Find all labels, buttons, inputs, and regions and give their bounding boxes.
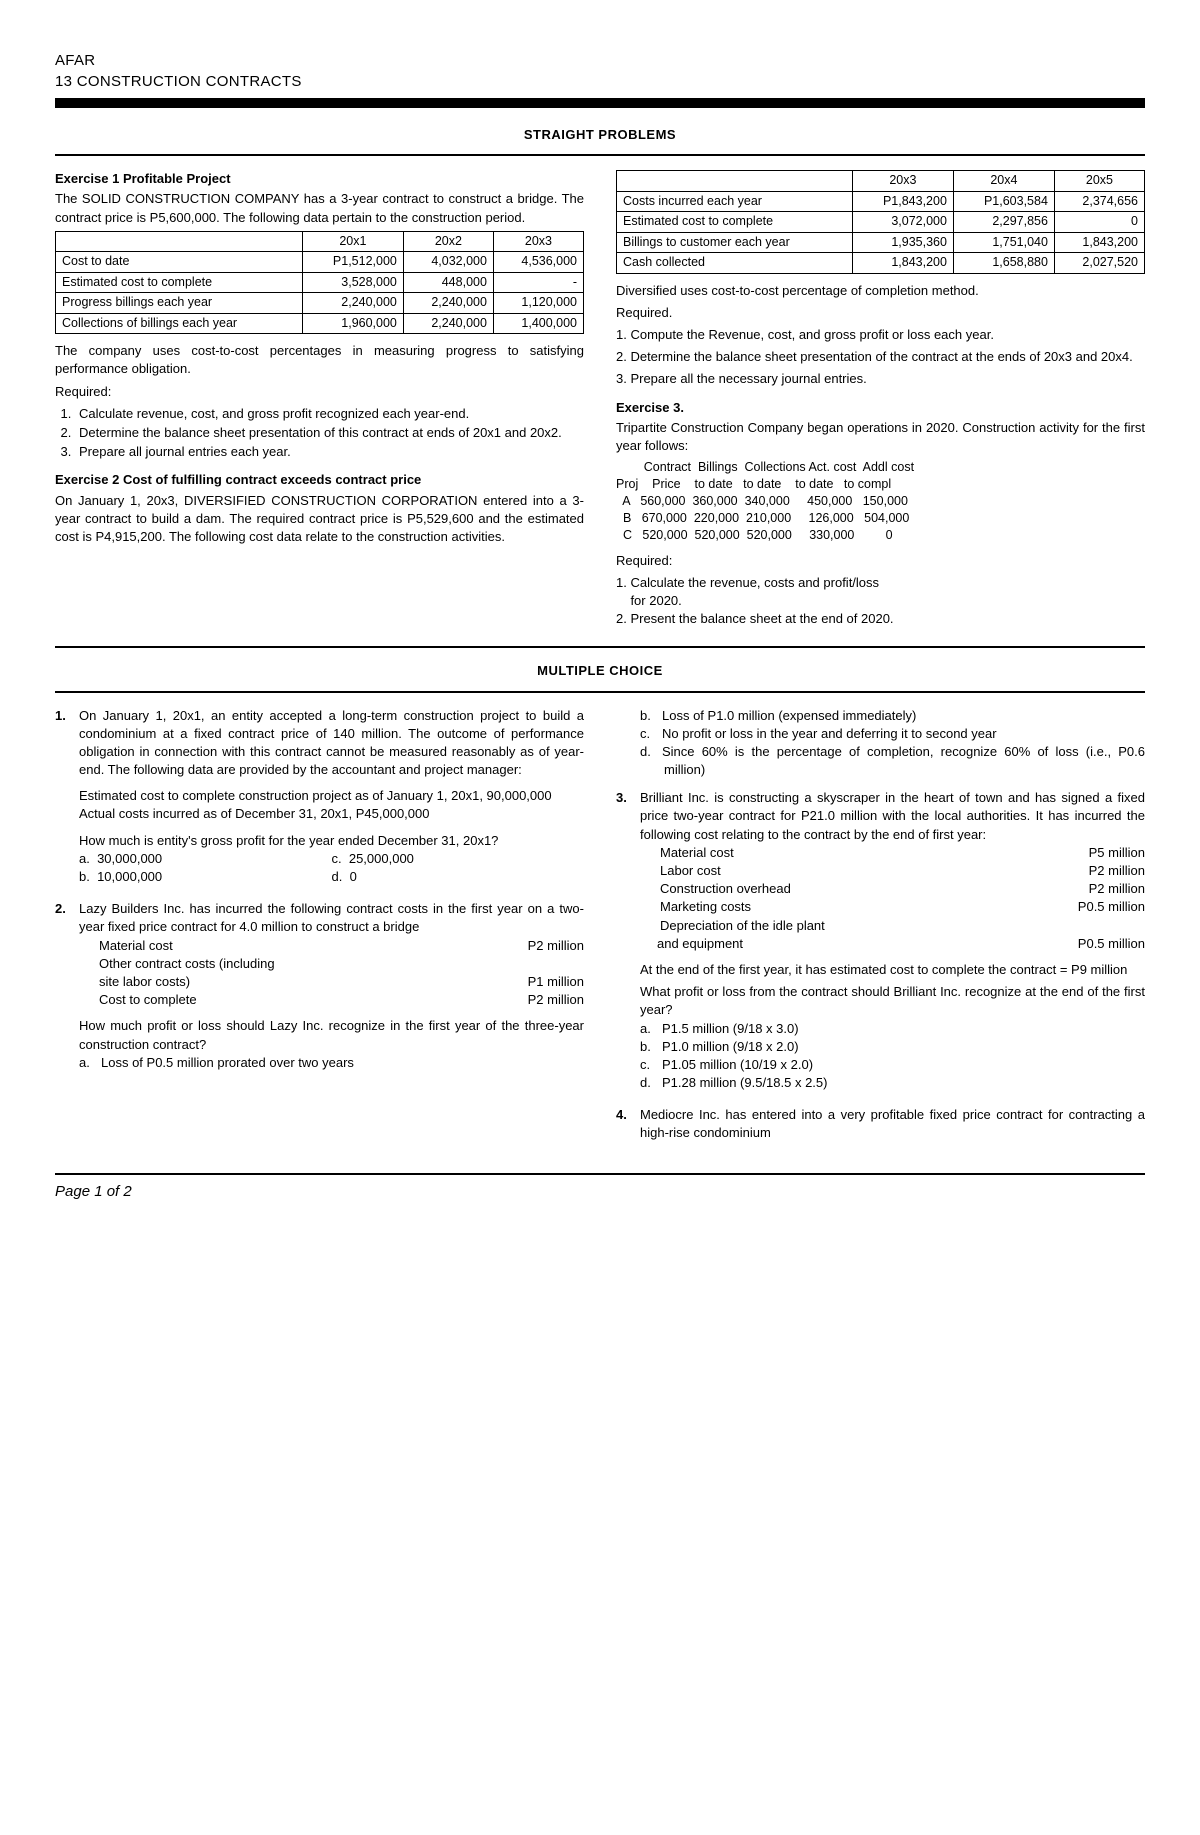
ex3-req-1: 1. Calculate the revenue, costs and prof… xyxy=(616,574,1145,592)
ex2-r0-label: Costs incurred each year xyxy=(617,191,853,212)
mc-q1-text: On January 1, 20x1, an entity accepted a… xyxy=(79,708,584,778)
mc-q4-text: Mediocre Inc. has entered into a very pr… xyxy=(640,1107,1145,1140)
ex1-req-2: Determine the balance sheet presentation… xyxy=(75,424,584,442)
ex2-r1-label: Estimated cost to complete xyxy=(617,212,853,233)
mc-q3-bullets: Material costP5 million Labor costP2 mil… xyxy=(660,844,1145,953)
ex1-req-3: Prepare all journal entries each year. xyxy=(75,443,584,461)
ex2-req-1: 1. Compute the Revenue, cost, and gross … xyxy=(616,326,1145,344)
ex1-intro: The SOLID CONSTRUCTION COMPANY has a 3-y… xyxy=(55,190,584,226)
mc-q1-opts: a. 30,000,000 c. 25,000,000 b. 10,000,00… xyxy=(79,850,584,886)
mc-q3-text: Brilliant Inc. is constructing a skyscra… xyxy=(640,790,1145,841)
ex2-col-1: 20x3 xyxy=(852,171,953,192)
ex1-req-label: Required: xyxy=(55,383,584,401)
section-title-mc: MULTIPLE CHOICE xyxy=(55,662,1145,680)
exercise-2-intro: Exercise 2 Cost of fulfilling contract e… xyxy=(55,471,584,546)
ex1-note: The company uses cost-to-cost percentage… xyxy=(55,342,584,378)
mc-q2-opts: Loss of P0.5 million prorated over two y… xyxy=(79,1054,584,1072)
mc-q1-q: How much is entity's gross profit for th… xyxy=(79,832,584,850)
ex2-req-3: 3. Prepare all the necessary journal ent… xyxy=(616,370,1145,388)
section-divider-2a xyxy=(55,646,1145,648)
mc-q4: 4. Mediocre Inc. has entered into a very… xyxy=(616,1106,1145,1142)
exercise-1: Exercise 1 Profitable Project The SOLID … xyxy=(55,170,584,461)
mc-q1-num: 1. xyxy=(55,707,79,887)
mc-q1-d1: Estimated cost to complete construction … xyxy=(79,787,584,805)
ex2-title: Exercise 2 Cost of fulfilling contract e… xyxy=(55,471,584,489)
ex2-r3-label: Cash collected xyxy=(617,253,853,274)
header-line-1: AFAR xyxy=(55,50,1145,71)
ex3-title: Exercise 3. xyxy=(616,399,1145,417)
exercise-3: Exercise 3. Tripartite Construction Comp… xyxy=(616,399,1145,629)
ex1-table: 20x1 20x2 20x3 Cost to dateP1,512,0004,0… xyxy=(55,231,584,335)
mc-q3: 3. Brilliant Inc. is constructing a skys… xyxy=(616,789,1145,1092)
ex2-r2-label: Billings to customer each year xyxy=(617,232,853,253)
ex1-r3-label: Collections of billings each year xyxy=(56,313,303,334)
ex2-note: Diversified uses cost-to-cost percentage… xyxy=(616,282,1145,300)
ex3-req-1b: for 2020. xyxy=(616,592,1145,610)
straight-problems-columns: Exercise 1 Profitable Project The SOLID … xyxy=(55,170,1145,628)
ex1-col-1: 20x1 xyxy=(302,231,403,252)
mc-q3-opts: P1.5 million (9/18 x 3.0) P1.0 million (… xyxy=(640,1020,1145,1093)
mc-q2-q: How much profit or loss should Lazy Inc.… xyxy=(79,1017,584,1053)
mc-q4-num: 4. xyxy=(616,1106,640,1142)
section-title-straight: STRAIGHT PROBLEMS xyxy=(55,126,1145,144)
mc-q2-num: 2. xyxy=(55,900,79,1072)
header-divider xyxy=(55,98,1145,108)
ex2-table: 20x3 20x4 20x5 Costs incurred each yearP… xyxy=(616,170,1145,274)
multiple-choice-columns: 1. On January 1, 20x1, an entity accepte… xyxy=(55,707,1145,1143)
ex1-title: Exercise 1 Profitable Project xyxy=(55,170,584,188)
ex2-col-2: 20x4 xyxy=(953,171,1054,192)
mc-q3-mid: At the end of the first year, it has est… xyxy=(640,961,1145,979)
mc-q3-q: What profit or loss from the contract sh… xyxy=(640,983,1145,1019)
page-footer: Page 1 of 2 xyxy=(55,1173,1145,1202)
section-divider-2b xyxy=(55,691,1145,693)
mc-q1-d2: Actual costs incurred as of December 31,… xyxy=(79,805,584,823)
header-line-2: 13 CONSTRUCTION CONTRACTS xyxy=(55,71,1145,92)
exercise-2-body: 20x3 20x4 20x5 Costs incurred each yearP… xyxy=(616,170,1145,388)
ex2-req-2: 2. Determine the balance sheet presentat… xyxy=(616,348,1145,366)
ex2-intro: On January 1, 20x3, DIVERSIFIED CONSTRUC… xyxy=(55,492,584,547)
section-divider-1 xyxy=(55,154,1145,156)
document-header: AFAR 13 CONSTRUCTION CONTRACTS xyxy=(55,50,1145,92)
ex1-req-list: Calculate revenue, cost, and gross profi… xyxy=(75,405,584,462)
ex1-r1-label: Estimated cost to complete xyxy=(56,272,303,293)
ex1-col-2: 20x2 xyxy=(403,231,493,252)
ex1-req-1: Calculate revenue, cost, and gross profi… xyxy=(75,405,584,423)
ex3-req-label: Required: xyxy=(616,552,1145,570)
ex1-col-3: 20x3 xyxy=(493,231,583,252)
ex3-intro: Tripartite Construction Company began op… xyxy=(616,419,1145,455)
ex1-r2-label: Progress billings each year xyxy=(56,293,303,314)
mc-q2-bullets: Material costP2 million Other contract c… xyxy=(99,937,584,1010)
ex2-col-3: 20x5 xyxy=(1054,171,1144,192)
mc-q3-num: 3. xyxy=(616,789,640,1092)
ex3-req-2: 2. Present the balance sheet at the end … xyxy=(616,610,1145,628)
ex2-req-label: Required. xyxy=(616,304,1145,322)
mc-q1: 1. On January 1, 20x1, an entity accepte… xyxy=(55,707,584,887)
mc-q2-opts-cont: Loss of P1.0 million (expensed immediate… xyxy=(616,707,1145,780)
mc-q2: 2. Lazy Builders Inc. has incurred the f… xyxy=(55,900,584,1072)
ex1-r0-label: Cost to date xyxy=(56,252,303,273)
ex3-table: Contract Billings Collections Act. cost … xyxy=(616,459,1145,543)
mc-q2-text: Lazy Builders Inc. has incurred the foll… xyxy=(79,901,584,934)
